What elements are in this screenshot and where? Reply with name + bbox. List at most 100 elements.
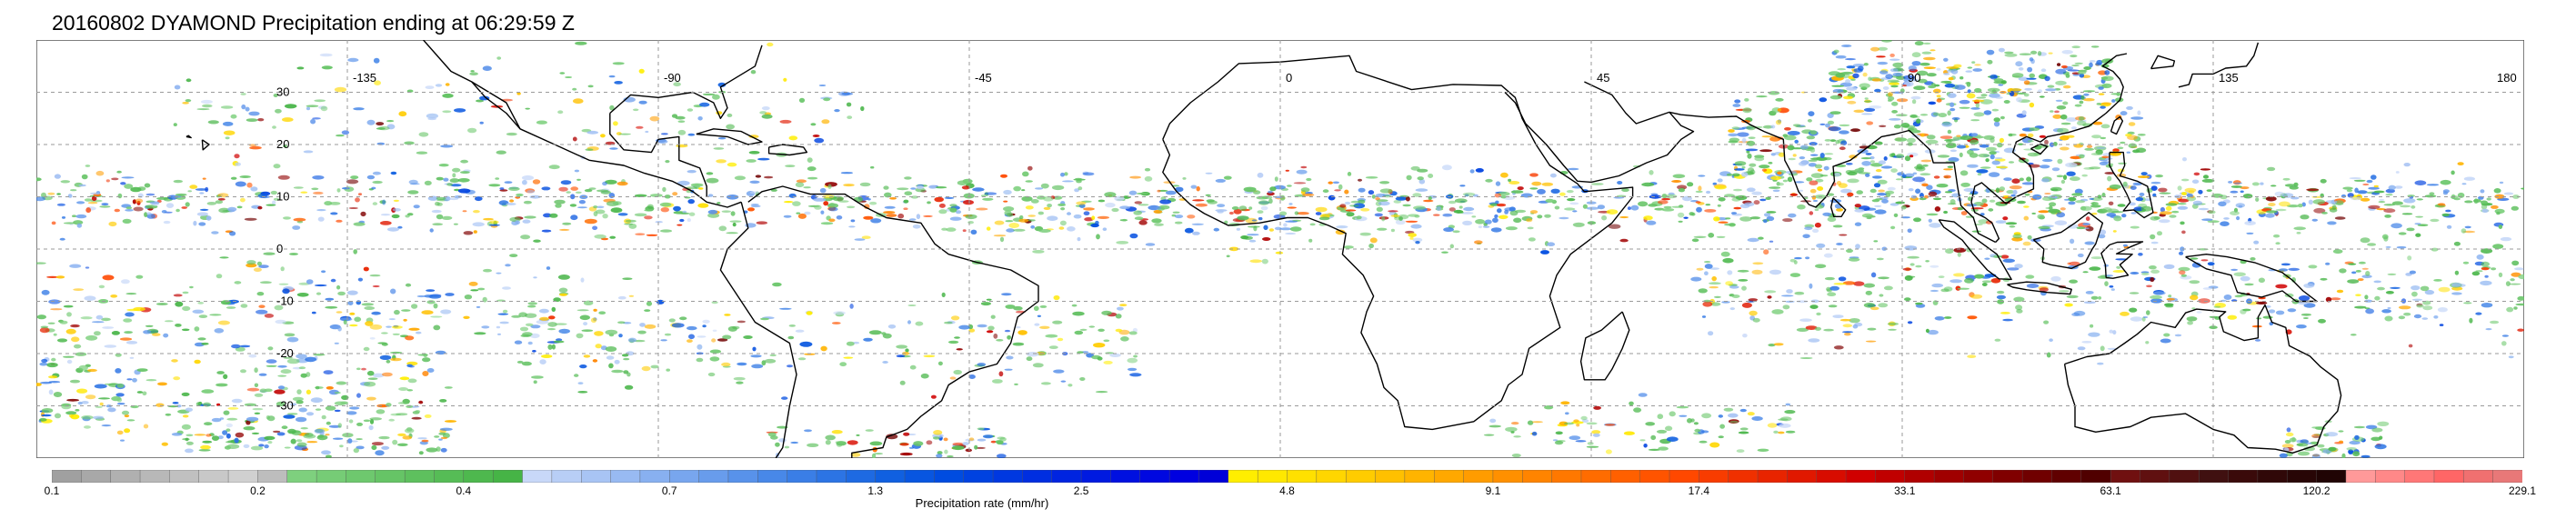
precip-cell — [1863, 100, 1873, 103]
precip-cell — [577, 382, 584, 384]
coastline — [471, 81, 521, 130]
precip-cell — [1891, 101, 1899, 106]
colorbar-swatch — [1933, 470, 1965, 483]
precip-cell — [1560, 401, 1570, 405]
precip-cell — [1390, 228, 1395, 233]
precip-cell — [1885, 74, 1893, 79]
precip-cell — [2230, 185, 2242, 188]
precip-cell — [2385, 194, 2393, 196]
precip-cell — [1854, 222, 1862, 226]
precip-cell — [1923, 56, 1936, 61]
precip-cell — [1338, 184, 1343, 190]
precip-cell — [2311, 218, 2318, 222]
precip-cell — [181, 328, 190, 332]
precip-cell — [1912, 176, 1926, 183]
precip-cell — [977, 438, 987, 442]
precip-cell — [1102, 227, 1108, 231]
precip-cell — [185, 441, 194, 445]
precip-cell — [980, 302, 991, 306]
precip-cell — [2016, 309, 2023, 314]
precip-cell — [2128, 122, 2136, 126]
precip-cell — [1971, 230, 1981, 233]
precip-cell — [2334, 216, 2346, 220]
precip-cell — [1981, 283, 1988, 286]
precip-cell — [1623, 431, 1635, 435]
colorbar-swatch — [404, 470, 436, 483]
precip-cell — [1870, 272, 1877, 278]
precip-cell — [673, 82, 681, 87]
precip-cell — [1943, 168, 1953, 171]
longitude-label: 180 — [2497, 71, 2517, 85]
precip-cell — [1768, 162, 1773, 165]
precip-cell — [256, 292, 265, 296]
precip-cell — [828, 202, 836, 208]
precip-cell — [903, 199, 909, 204]
precip-cell — [1322, 189, 1329, 194]
precip-cell — [120, 439, 125, 442]
precip-cell — [1077, 236, 1081, 242]
precip-cell — [2117, 146, 2124, 150]
precip-cell — [813, 197, 827, 202]
precip-cell — [339, 317, 353, 322]
precip-cell — [1989, 199, 1996, 203]
precip-cell — [1448, 200, 1457, 205]
precip-cell — [116, 397, 123, 403]
precip-cell — [1887, 322, 1899, 325]
precip-cell — [1980, 213, 1985, 216]
precip-cell — [404, 141, 415, 145]
precip-cell — [211, 435, 220, 441]
precip-cell — [2481, 267, 2490, 271]
precip-cell — [2089, 62, 2093, 68]
precip-cell — [1371, 195, 1376, 199]
precip-cell — [1541, 182, 1554, 186]
precip-cell — [60, 180, 71, 184]
precip-cell — [1874, 205, 1882, 207]
precip-cell — [2188, 190, 2195, 195]
precip-cell — [70, 324, 80, 328]
precip-cell — [769, 354, 777, 357]
precip-cell — [1919, 62, 1930, 66]
precip-cell — [116, 430, 124, 435]
precip-cell — [101, 424, 112, 427]
colorbar-swatch — [2433, 470, 2465, 483]
precip-cell — [296, 416, 307, 423]
precip-cell — [772, 282, 782, 287]
precip-cell — [1174, 215, 1184, 219]
precip-cell — [1217, 204, 1226, 208]
precip-cell — [1837, 68, 1846, 71]
precip-cell — [341, 394, 349, 400]
precip-cell — [181, 424, 191, 430]
precip-cell — [930, 394, 937, 399]
precip-cell — [955, 210, 962, 215]
precip-cell — [1979, 144, 1990, 148]
precip-cell — [1996, 142, 2003, 148]
precip-cell — [195, 188, 208, 191]
precip-cell — [2098, 93, 2105, 95]
precip-cell — [1192, 199, 1205, 202]
coastline — [609, 113, 707, 197]
precip-cell — [514, 340, 523, 344]
precip-cell — [2090, 295, 2099, 300]
precip-cell — [2026, 77, 2037, 80]
precip-cell — [2093, 202, 2099, 205]
precip-cell — [2288, 267, 2300, 271]
precip-cell — [1792, 154, 1797, 157]
precip-cell — [1646, 220, 1657, 225]
precip-cell — [1003, 200, 1008, 203]
precip-cell — [2050, 110, 2054, 113]
precip-cell — [254, 383, 259, 388]
precip-cell — [2116, 92, 2121, 96]
precip-cell — [2003, 100, 2010, 104]
precip-cell — [2281, 444, 2294, 448]
precip-cell — [761, 106, 770, 111]
precip-cell — [1103, 360, 1113, 364]
precip-cell — [1739, 408, 1747, 413]
precip-cell — [541, 186, 551, 191]
precip-cell — [730, 211, 736, 216]
precip-cell — [36, 262, 46, 264]
precip-cell — [2286, 427, 2291, 433]
precip-cell — [748, 151, 760, 155]
precip-cell — [2030, 50, 2038, 55]
precip-cell — [209, 314, 222, 316]
precip-cell — [356, 445, 365, 450]
